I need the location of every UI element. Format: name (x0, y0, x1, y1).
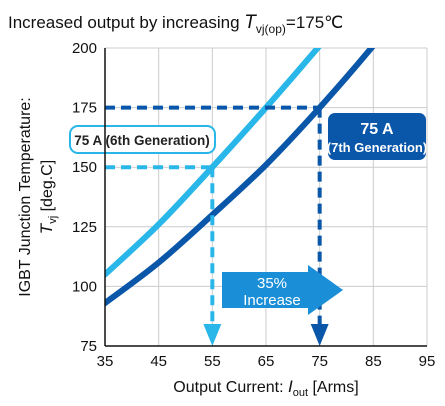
axes-frame (104, 48, 427, 347)
x-tick-label-55: 55 (204, 353, 221, 370)
x-tick-label-65: 65 (258, 353, 275, 370)
gen6-down-arrow-icon (203, 324, 222, 346)
x-axis-label: Output Current: Iout [Arms] (173, 377, 358, 399)
y-axis-ticks: 75 100 125 150 175 200 (72, 40, 97, 355)
y-axis-label-group: IGBT Junction Temperature: Tvj [deg.C] (17, 97, 59, 297)
increase-percent-label: 35% (257, 275, 287, 292)
y-tick-label-75: 75 (80, 338, 97, 355)
gen6-callout-label: 75 A (6th Generation) (74, 133, 210, 148)
x-tick-label-85: 85 (365, 353, 382, 370)
increase-arrow: 35% Increase (222, 265, 343, 315)
x-tick-label-45: 45 (150, 353, 167, 370)
gen7-callout-line2: (7th Generation) (327, 140, 427, 155)
y-tick-label-175: 175 (72, 100, 97, 117)
y-tick-label-100: 100 (72, 278, 97, 295)
x-tick-label-75: 75 (311, 353, 328, 370)
gen6-callout: 75 A (6th Generation) (69, 125, 216, 154)
chart-title: Increased output by increasing Tvj(op)=1… (8, 12, 343, 36)
x-tick-label-35: 35 (97, 353, 114, 370)
x-tick-label-95: 95 (419, 353, 436, 370)
gen7-down-arrow-icon (310, 324, 329, 346)
series-line-6th-generation (105, 48, 322, 278)
y-axis-label-line1: IGBT Junction Temperature: (17, 97, 34, 297)
series-line-7th-generation (105, 48, 376, 307)
y-axis-label-line2: Tvj [deg.C] (37, 160, 59, 234)
increase-text-label: Increase (243, 292, 301, 309)
x-axis-ticks: 35 45 55 65 75 85 95 (97, 353, 436, 370)
y-tick-label-150: 150 (72, 159, 97, 176)
gen7-callout: 75 A (7th Generation) (327, 113, 427, 160)
y-tick-label-125: 125 (72, 219, 97, 236)
gen7-callout-line1: 75 A (360, 121, 394, 138)
y-tick-label-200: 200 (72, 40, 97, 57)
